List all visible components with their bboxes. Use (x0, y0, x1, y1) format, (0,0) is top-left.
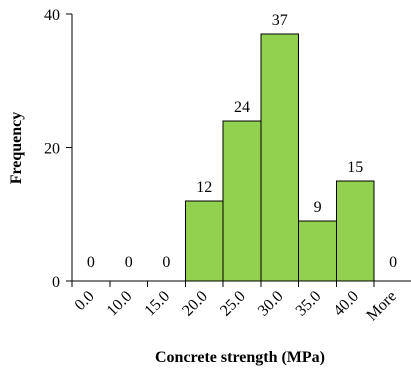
y-tick-label-0: 0 (52, 274, 60, 291)
bar-4 (222, 120, 262, 282)
data-label-7: 15 (347, 159, 363, 176)
data-label-1: 0 (125, 254, 133, 271)
bar-5 (260, 33, 300, 282)
y-tick-label-1: 20 (44, 141, 60, 158)
x-tick-label-5: 30.0 (255, 288, 287, 320)
data-labels-layer: 0 0 0 12 24 37 9 15 0 (87, 12, 397, 271)
x-tick-label-2: 15.0 (141, 288, 173, 320)
x-axis-title: Concrete strength (MPa) (155, 349, 325, 366)
data-label-3: 12 (196, 179, 212, 196)
y-tick-label-2: 40 (44, 7, 60, 24)
bar-7 (335, 180, 375, 282)
data-label-4: 24 (234, 99, 250, 116)
data-label-8: 0 (389, 254, 397, 271)
data-label-5: 37 (272, 12, 288, 29)
y-ticks-layer: 0 20 40 (44, 7, 72, 291)
x-tick-label-3: 20.0 (179, 288, 211, 320)
data-label-0: 0 (87, 254, 95, 271)
x-tick-label-0: 0.0 (72, 288, 98, 314)
x-tick-label-8: More (363, 288, 400, 325)
bars-layer (184, 33, 375, 282)
data-label-2: 0 (162, 254, 170, 271)
data-label-6: 9 (314, 199, 322, 216)
y-axis-title: Frequency (8, 112, 25, 185)
x-tick-label-6: 35.0 (293, 288, 325, 320)
x-ticks-layer: 0.0 10.0 15.0 20.0 25.0 30.0 35.0 40.0 More (71, 281, 400, 325)
bar-6 (298, 220, 338, 282)
x-tick-label-4: 25.0 (217, 288, 249, 320)
x-tick-label-1: 10.0 (104, 288, 136, 320)
x-tick-label-7: 40.0 (330, 288, 362, 320)
bar-3 (184, 200, 224, 282)
